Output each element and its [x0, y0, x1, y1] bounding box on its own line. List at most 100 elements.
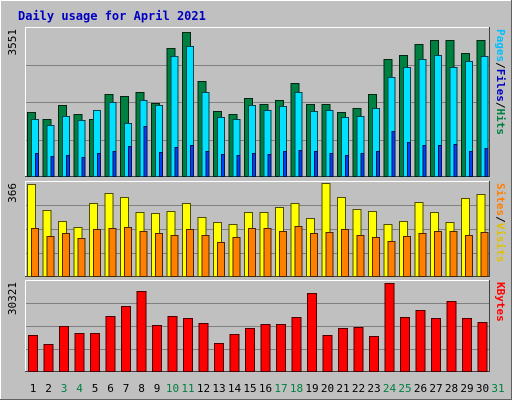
bar-kbytes-day-4	[74, 333, 85, 372]
x-tick-label-day-28: 28	[445, 382, 458, 395]
bar-sites-day-9	[155, 233, 163, 277]
legend-part: /	[494, 216, 507, 223]
bar-sites-day-16	[263, 228, 272, 277]
bar-kbytes-day-25	[400, 317, 410, 372]
x-tick-label-day-6: 6	[107, 382, 114, 395]
bar-pages-day-3	[66, 155, 70, 177]
bar-kbytes-day-23	[369, 336, 379, 372]
legend-part: KBytes	[494, 282, 507, 322]
bar-sites-day-20	[325, 232, 334, 277]
bar-kbytes-day-5	[90, 333, 100, 372]
bar-kbytes-day-24	[384, 283, 395, 372]
bar-pages-day-16	[267, 154, 272, 177]
bar-kbytes-day-13	[214, 343, 224, 372]
x-tick-label-day-14: 14	[228, 382, 242, 395]
bar-sites-day-27	[434, 231, 442, 277]
x-tick-label-day-3: 3	[61, 382, 68, 395]
x-tick-label-day-5: 5	[92, 382, 99, 395]
bar-pages-day-13	[221, 154, 225, 177]
bar-kbytes-day-15	[245, 328, 255, 372]
x-tick-label-day-19: 19	[305, 382, 318, 395]
bar-sites-day-4	[77, 238, 86, 277]
bar-pages-day-5	[97, 153, 101, 177]
x-tick-label-day-20: 20	[321, 382, 334, 395]
bar-kbytes-day-27	[431, 318, 441, 372]
bar-sites-day-2	[46, 236, 55, 277]
x-tick-label-day-24: 24	[383, 382, 397, 395]
bar-pages-day-2	[50, 156, 55, 177]
x-tick-label-day-30: 30	[476, 382, 489, 395]
bar-pages-day-26	[422, 145, 427, 177]
bar-pages-day-23	[376, 151, 380, 177]
x-tick-label-day-13: 13	[212, 382, 225, 395]
bar-pages-day-28	[453, 144, 458, 177]
bar-kbytes-day-11	[183, 318, 193, 372]
bar-pages-day-12	[205, 151, 210, 177]
bar-pages-day-20	[329, 153, 334, 177]
bar-pages-day-30	[484, 148, 489, 177]
bar-pages-day-19	[314, 151, 318, 177]
bar-kbytes-day-22	[353, 327, 364, 372]
x-tick-label-day-31: 31	[491, 382, 504, 395]
bar-sites-day-8	[139, 231, 148, 277]
bar-kbytes-day-3	[59, 326, 69, 372]
x-tick-label-day-4: 4	[76, 382, 83, 395]
bar-kbytes-day-12	[198, 323, 209, 372]
bar-pages-day-15	[252, 153, 256, 177]
x-tick-label-day-8: 8	[138, 382, 145, 395]
y-max-label-top: 3551	[6, 29, 19, 56]
bar-kbytes-day-16	[260, 324, 271, 372]
bar-pages-day-7	[128, 146, 132, 177]
bar-pages-day-9	[159, 152, 163, 177]
legend-top: Pages/Files/Hits	[494, 29, 507, 135]
bar-kbytes-day-21	[338, 328, 348, 372]
legend-part: /	[494, 62, 507, 69]
x-tick-label-day-11: 11	[181, 382, 194, 395]
sites-visits-panel	[25, 181, 490, 277]
bar-kbytes-day-9	[152, 325, 162, 372]
bar-pages-day-1	[35, 153, 39, 177]
bar-pages-day-17	[283, 151, 287, 177]
bar-pages-day-24	[391, 131, 396, 177]
bar-kbytes-day-1	[28, 335, 38, 372]
bar-kbytes-day-7	[121, 306, 131, 372]
bar-sites-day-25	[403, 236, 411, 277]
bar-sites-day-28	[449, 231, 458, 277]
bar-sites-day-11	[186, 229, 194, 277]
bar-sites-day-26	[418, 233, 427, 277]
y-max-label-bottom: 30321	[6, 282, 19, 315]
legend-part: Visits	[494, 223, 507, 263]
bar-sites-day-30	[480, 232, 489, 277]
legend-part: /	[494, 102, 507, 109]
legend-part: Sites	[494, 183, 507, 216]
x-tick-label-day-22: 22	[352, 382, 365, 395]
y-max-label-middle: 366	[6, 183, 19, 203]
x-tick-label-day-10: 10	[166, 382, 179, 395]
legend-part: Pages	[494, 29, 507, 62]
bar-pages-day-18	[298, 150, 303, 177]
bar-sites-day-13	[217, 242, 225, 277]
x-tick-label-day-21: 21	[336, 382, 349, 395]
bar-sites-day-22	[356, 235, 365, 277]
pages-files-hits-panel	[25, 27, 490, 177]
bar-kbytes-day-28	[446, 301, 457, 372]
x-tick-label-day-16: 16	[259, 382, 272, 395]
bar-sites-day-23	[372, 237, 380, 277]
legend-part: Files	[494, 69, 507, 102]
bar-sites-day-14	[232, 237, 241, 277]
bar-sites-day-6	[108, 228, 117, 277]
bar-pages-day-22	[360, 153, 365, 177]
bar-pages-day-6	[112, 151, 117, 177]
bar-sites-day-18	[294, 226, 303, 277]
legend-bottom: KBytes	[494, 282, 507, 322]
bar-kbytes-day-30	[477, 322, 488, 372]
x-tick-label-day-12: 12	[197, 382, 210, 395]
bar-sites-day-5	[93, 229, 101, 277]
x-tick-label-day-2: 2	[45, 382, 52, 395]
x-tick-label-day-26: 26	[414, 382, 427, 395]
x-tick-label-day-9: 9	[154, 382, 161, 395]
x-tick-label-day-1: 1	[30, 382, 37, 395]
bar-sites-day-12	[201, 235, 210, 277]
x-tick-label-day-23: 23	[367, 382, 380, 395]
